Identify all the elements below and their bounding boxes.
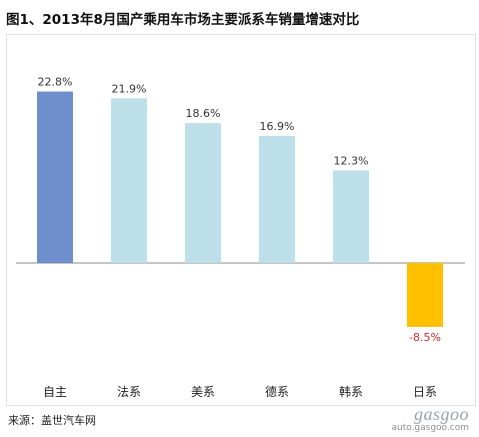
bar-美系 [185,123,221,264]
watermark-url: auto.gasgoo.com [391,423,469,433]
bar-德系 [259,135,295,263]
value-label: 16.9% [260,120,295,133]
bar-日系 [407,263,443,327]
category-label: 美系 [191,385,215,399]
category-label: 韩系 [339,384,363,399]
bar-法系 [111,98,147,263]
chart-title: 图1、2013年8月国产乘用车市场主要派系车销量增速对比 [6,12,360,28]
bar-自主 [37,91,73,263]
category-label: 自主 [43,385,67,399]
watermark-brand: gasgoo [413,404,469,424]
chart-area [6,34,476,406]
value-label: 12.3% [334,155,369,168]
watermark-logo: gasgoo auto.gasgoo.com [373,404,469,433]
value-label: -8.5% [409,331,441,344]
category-label: 法系 [117,385,141,399]
source-note: 来源：盖世汽车网 [8,414,96,427]
value-label: 18.6% [186,107,221,120]
category-label: 德系 [265,384,289,399]
category-label: 日系 [413,385,437,399]
value-label: 21.9% [112,82,147,95]
bar-韩系 [333,170,369,263]
value-label: 22.8% [38,76,73,89]
